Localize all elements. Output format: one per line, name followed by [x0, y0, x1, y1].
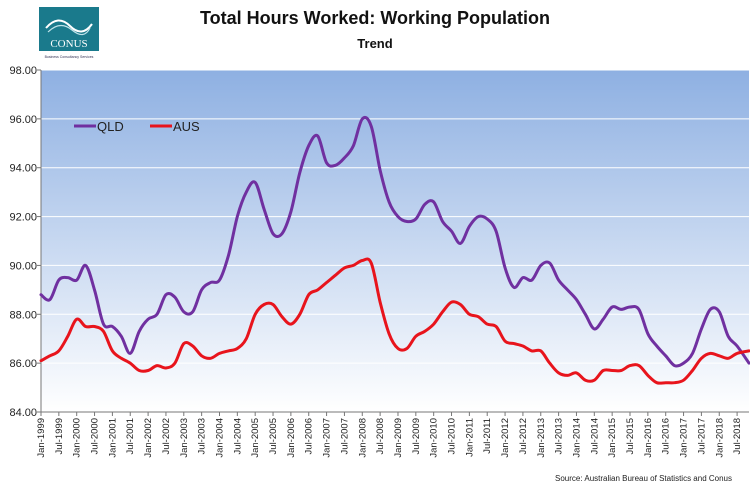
x-tick-label: Jan-1999	[36, 418, 47, 458]
x-tick-label: Jul-2002	[161, 418, 172, 454]
source-note: Source: Australian Bureau of Statistics …	[555, 474, 732, 483]
x-tick-label: Jul-2012	[518, 418, 529, 454]
y-tick-label: 92.00	[9, 212, 37, 224]
legend: QLD AUS	[74, 119, 200, 134]
y-tick-label: 84.00	[9, 407, 37, 419]
x-tick-label: Jan-2000	[72, 418, 83, 458]
logo-name: CONUS	[50, 38, 87, 50]
x-tick-label: Jan-2007	[322, 418, 333, 458]
x-tick-label: Jan-2003	[179, 418, 190, 458]
x-tick-label: Jul-1999	[54, 418, 65, 454]
x-tick-label: Jan-2013	[536, 418, 547, 458]
chart-title: Total Hours Worked: Working Population	[200, 8, 550, 28]
x-axis: Jan-1999 Jul-1999 Jan-2000 Jul-2000 Jan-2001…	[36, 411, 749, 458]
logo-tagline: Business Consultancy Services	[45, 55, 94, 59]
plot-background	[41, 70, 749, 412]
y-tick-label: 86.00	[9, 358, 37, 370]
x-tick-label: Jul-2015	[625, 418, 636, 454]
x-tick-label: Jul-2004	[232, 418, 243, 454]
x-tick-label: Jan-2015	[607, 418, 618, 458]
x-tick-label: Jul-2007	[339, 418, 350, 454]
x-tick-label: Jul-2000	[90, 418, 101, 454]
x-tick-label: Jul-2008	[375, 418, 386, 454]
chart-subtitle: Trend	[357, 36, 393, 51]
series-line-aus	[39, 257, 750, 385]
x-tick-label: Jan-2004	[214, 418, 225, 458]
legend-label-qld: QLD	[97, 119, 124, 134]
x-tick-label: Jul-2016	[661, 418, 672, 454]
series-line-qld	[39, 115, 750, 368]
legend-label-aus: AUS	[173, 119, 200, 134]
x-tick-label: Jan-2010	[429, 418, 440, 458]
x-tick-label: Jan-2006	[286, 418, 297, 458]
x-tick-label: Jul-2017	[696, 418, 707, 454]
y-axis: 84.00 86.00 88.00 90.00 92.00 94.00 96.00 98.00	[9, 65, 42, 419]
conus-logo: CONUS Business Consultancy Services	[38, 6, 100, 66]
x-tick-label: Jan-2001	[107, 418, 118, 458]
x-tick-label: Jul-2005	[268, 418, 279, 454]
series-lines	[39, 115, 750, 385]
x-tick-label: Jan-2016	[643, 418, 654, 458]
x-tick-label: Jan-2008	[357, 418, 368, 458]
x-tick-label: Jan-2009	[393, 418, 404, 458]
x-tick-label: Jul-2018	[732, 418, 743, 454]
x-tick-label: Jan-2005	[250, 418, 261, 458]
logo-wave-icon-inner	[47, 24, 91, 36]
x-tick-label: Jan-2018	[714, 418, 725, 458]
x-tick-label: Jul-2003	[197, 418, 208, 454]
y-tick-label: 90.00	[9, 260, 37, 272]
logo-wave-icon	[45, 19, 93, 33]
x-tick-label: Jan-2017	[679, 418, 690, 458]
x-tick-label: Jul-2006	[304, 418, 315, 454]
y-tick-label: 94.00	[9, 163, 37, 175]
y-tick-label: 98.00	[9, 65, 37, 77]
x-tick-label: Jul-2013	[554, 418, 565, 454]
x-tick-label: Jan-2012	[500, 418, 511, 458]
x-tick-label: Jul-2011	[482, 418, 493, 454]
y-tick-label: 88.00	[9, 309, 37, 321]
x-tick-label: Jan-2011	[464, 418, 475, 457]
x-tick-label: Jul-2010	[447, 418, 458, 454]
x-tick-label: Jan-2002	[143, 418, 154, 458]
x-tick-label: Jul-2001	[125, 418, 136, 454]
x-tick-label: Jan-2014	[571, 418, 582, 458]
y-tick-label: 96.00	[9, 114, 37, 126]
x-tick-label: Jul-2014	[589, 418, 600, 454]
x-tick-label: Jul-2009	[411, 418, 422, 454]
